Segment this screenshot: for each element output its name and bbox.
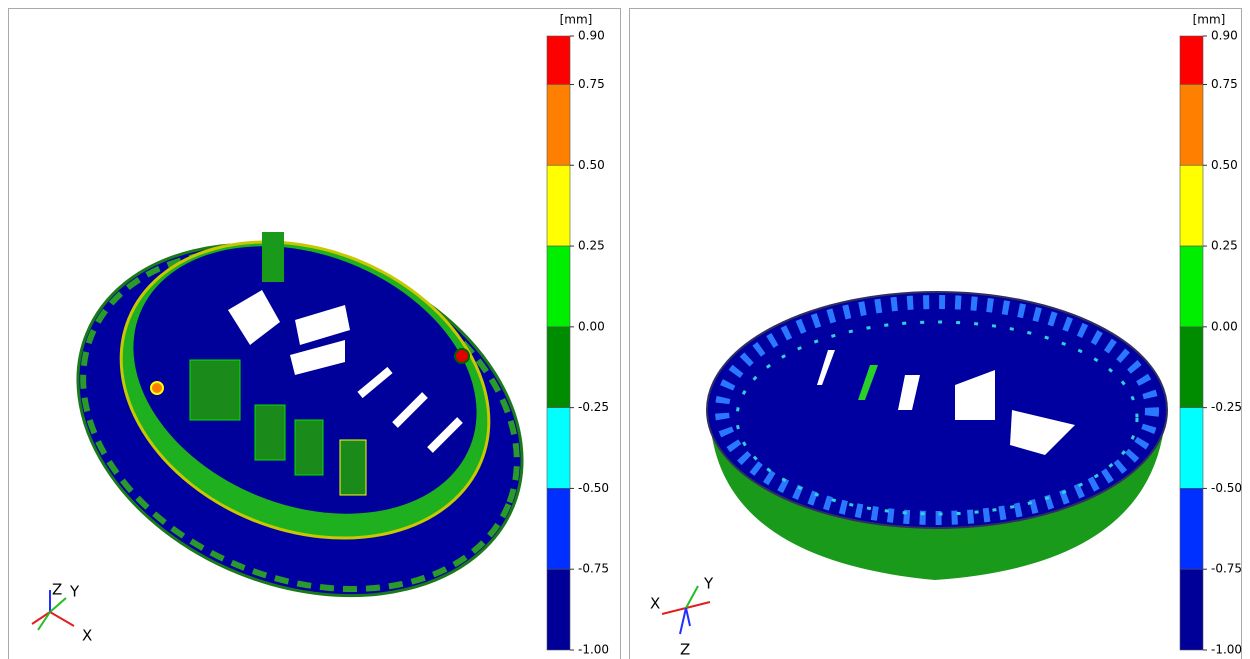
scale-unit: [mm] <box>1193 13 1226 27</box>
scale-band <box>1180 84 1203 165</box>
triad-label: Z <box>680 641 690 659</box>
triad-label: Y <box>703 575 714 593</box>
scale-tick-label: 0.90 <box>1211 29 1238 43</box>
model-right <box>707 292 1167 580</box>
triad-label: X <box>82 627 92 645</box>
scale-tick-label: 0.00 <box>578 319 605 333</box>
scale-band <box>1180 165 1203 246</box>
model-left <box>25 181 575 659</box>
scale-tick-label: -0.50 <box>1211 481 1242 495</box>
scale-tick-label: -0.75 <box>578 562 609 576</box>
scale-tick-label: 0.50 <box>1211 158 1238 172</box>
scale-band <box>547 246 570 327</box>
scale-tick-label: 0.75 <box>1211 77 1238 91</box>
triad-axis <box>32 612 50 624</box>
scale-band <box>547 84 570 165</box>
scale-band <box>1180 488 1203 569</box>
scale-tick-label: 0.25 <box>578 239 605 253</box>
axis-triad: X Y Z <box>650 575 714 659</box>
color-scale: [mm] 0.90 0.75 0.50 0.25 0.00 -0.25 -0.50 -0.75 -… <box>547 13 609 657</box>
scale-unit: [mm] <box>560 13 593 27</box>
scale-tick-label: 0.00 <box>1211 319 1238 333</box>
scale-tick-label: -0.75 <box>1211 562 1242 576</box>
scale-tick-label: -1.00 <box>1211 643 1242 657</box>
scale-tick-label: -1.00 <box>578 643 609 657</box>
triad-label: Y <box>69 583 80 601</box>
scale-tick-label: 0.25 <box>1211 239 1238 253</box>
page: [mm] 0.90 0.75 0.50 0.25 0.00 -0.25 -0.50 -0.75 -… <box>0 0 1250 659</box>
scale-band <box>547 569 570 650</box>
scale-tick-label: 0.50 <box>578 158 605 172</box>
triad-label: Z <box>52 581 62 599</box>
scale-band <box>547 408 570 489</box>
triad-axis <box>680 608 686 634</box>
scale-band <box>1180 246 1203 327</box>
scale-band <box>1180 36 1203 84</box>
scale-band <box>547 36 570 84</box>
scale-band <box>547 165 570 246</box>
scale-tick-label: -0.25 <box>1211 400 1242 414</box>
scale-band <box>1180 569 1203 650</box>
scale-tick-label: -0.50 <box>578 481 609 495</box>
triad-axis <box>50 598 66 612</box>
scale-tick-label: 0.90 <box>578 29 605 43</box>
triad-axis <box>662 608 686 614</box>
triad-axis <box>50 612 74 626</box>
scale-band <box>1180 327 1203 408</box>
color-scale: [mm] 0.90 0.75 0.50 0.25 0.00 -0.25 -0.50 -0.75 -… <box>1180 13 1242 657</box>
triad-label: X <box>650 595 660 613</box>
viewports: [mm] 0.90 0.75 0.50 0.25 0.00 -0.25 -0.50 -0.75 -… <box>0 0 1250 659</box>
scale-band <box>547 488 570 569</box>
scale-tick-label: -0.25 <box>578 400 609 414</box>
scale-band <box>1180 408 1203 489</box>
triad-axis <box>38 612 50 630</box>
scale-tick-label: 0.75 <box>578 77 605 91</box>
triad-axis <box>686 608 690 626</box>
scale-band <box>547 327 570 408</box>
